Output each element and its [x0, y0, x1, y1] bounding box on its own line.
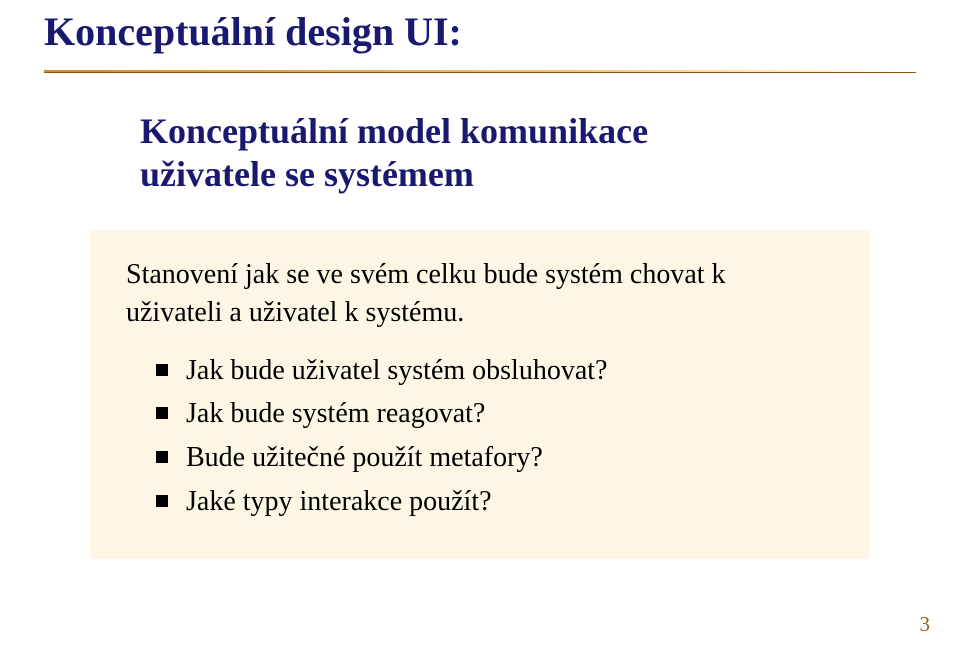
- bullet-icon: [156, 364, 168, 376]
- bullet-list: Jak bude uživatel systém obsluhovat? Jak…: [156, 352, 834, 521]
- bullet-text: Jak bude uživatel systém obsluhovat?: [186, 352, 607, 390]
- lead-line-1: Stanovení jak se ve svém celku bude syst…: [126, 259, 726, 290]
- bullet-text: Bude užitečné použít metafory?: [186, 439, 543, 477]
- subtitle-line-1: Konceptuální model komunikace: [140, 111, 648, 151]
- bullet-icon: [156, 451, 168, 463]
- slide: Konceptuální design UI: Konceptuální mod…: [0, 0, 960, 651]
- list-item: Bude užitečné použít metafory?: [156, 439, 834, 477]
- slide-title: Konceptuální design UI:: [44, 8, 462, 55]
- bullet-text: Jak bude systém reagovat?: [186, 395, 485, 433]
- list-item: Jak bude uživatel systém obsluhovat?: [156, 352, 834, 390]
- lead-line-2: uživateli a uživatel k systému.: [126, 297, 464, 328]
- lead-paragraph: Stanovení jak se ve svém celku bude syst…: [126, 256, 834, 332]
- page-number: 3: [920, 612, 931, 637]
- list-item: Jak bude systém reagovat?: [156, 395, 834, 433]
- bullet-icon: [156, 407, 168, 419]
- slide-subtitle: Konceptuální model komunikace uživatele …: [140, 110, 880, 196]
- list-item: Jaké typy interakce použít?: [156, 483, 834, 521]
- bullet-text: Jaké typy interakce použít?: [186, 483, 492, 521]
- subtitle-line-2: uživatele se systémem: [140, 154, 474, 194]
- title-underline: [44, 70, 916, 72]
- content-box: Stanovení jak se ve svém celku bude syst…: [90, 230, 870, 559]
- bullet-icon: [156, 495, 168, 507]
